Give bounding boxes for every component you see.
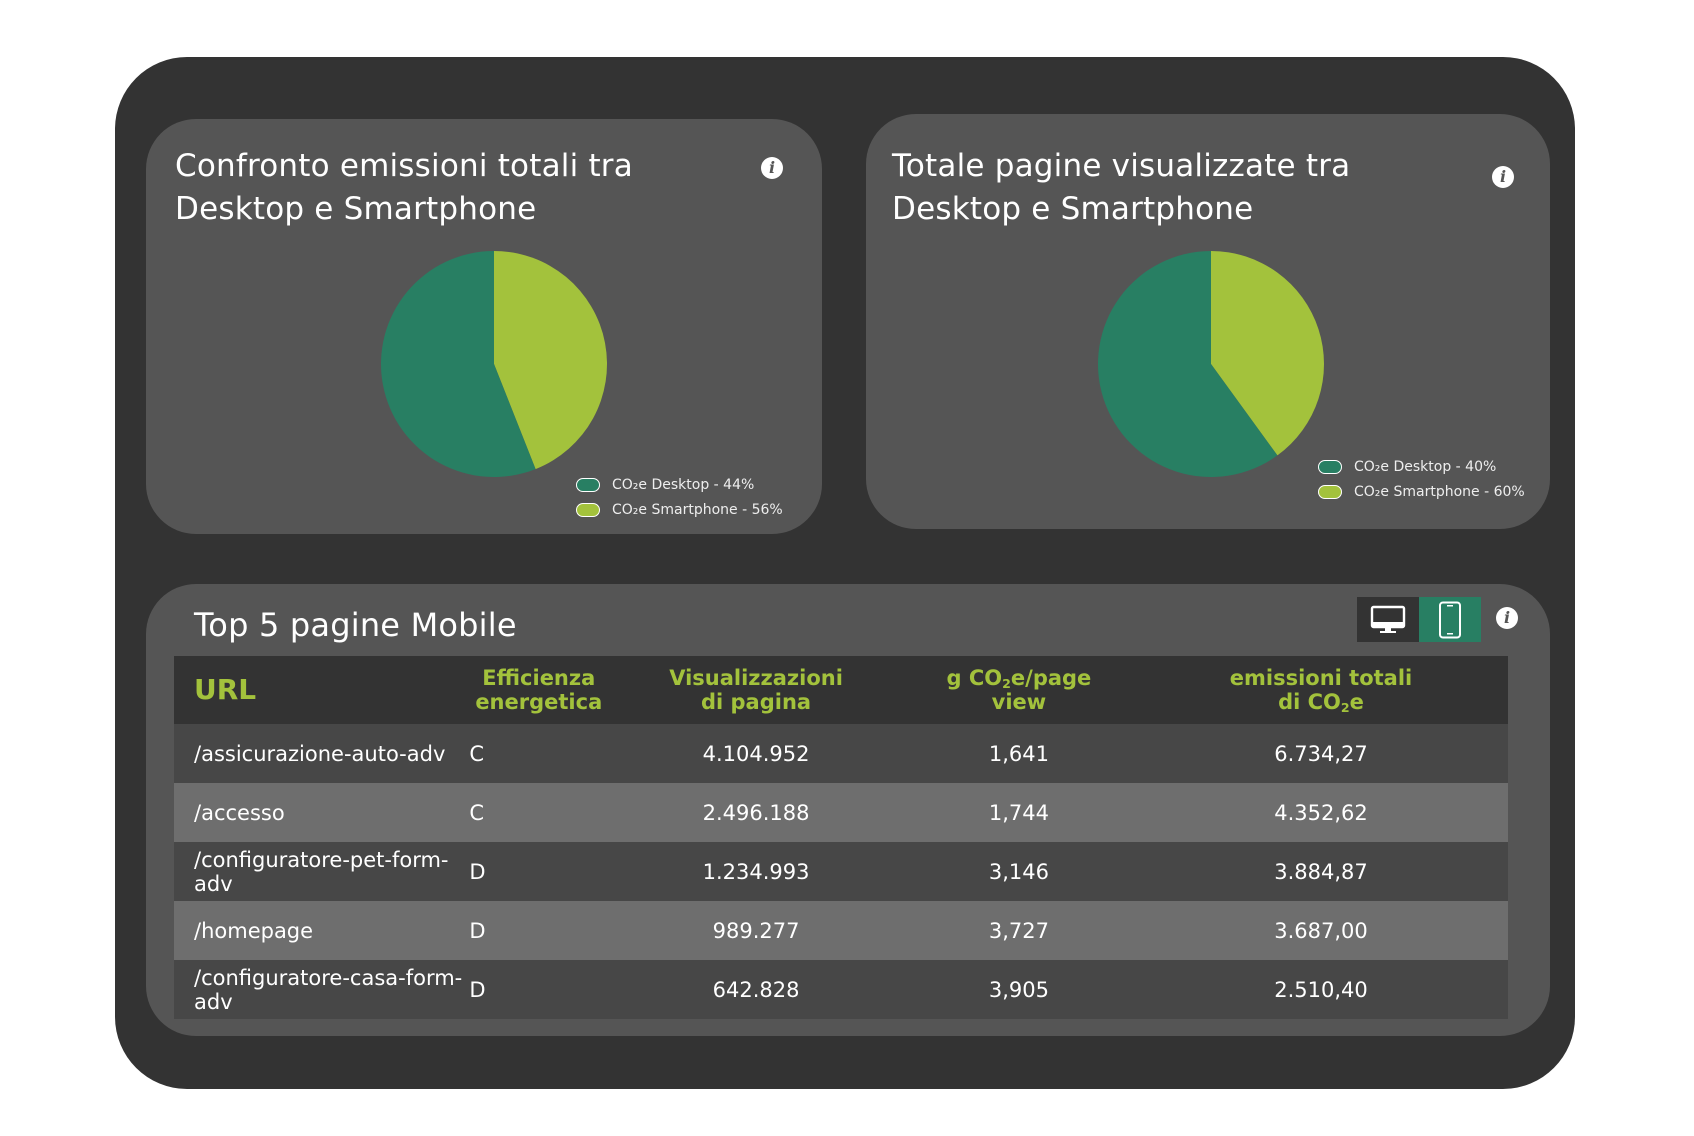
- cell-url: /configuratore-pet-form-adv: [174, 842, 470, 901]
- cell-efficiency: D: [469, 901, 609, 960]
- desktop-toggle-button[interactable]: [1357, 597, 1419, 642]
- cell-url: /configuratore-casa-form-adv: [174, 960, 470, 1019]
- legend-label: CO₂e Desktop - 44%: [612, 476, 755, 493]
- cell-g-per-view: 1,744: [903, 783, 1134, 842]
- cell-total: 4.352,62: [1134, 783, 1508, 842]
- pie-slice: [1211, 251, 1324, 456]
- cell-g-per-view: 1,641: [903, 724, 1134, 783]
- card-title: Confronto emissioni totali tra Desktop e…: [175, 148, 633, 227]
- header-g-co2-per-view[interactable]: g CO2e/page view: [903, 656, 1134, 724]
- legend-item: CO₂e Smartphone - 56%: [576, 497, 783, 522]
- legend-swatch: [576, 502, 600, 517]
- top-pages-table: URL Efficienza energetica Visualizzazioni…: [174, 656, 1508, 1019]
- cell-efficiency: D: [469, 842, 609, 901]
- emissions-comparison-card: Confronto emissioni totali tra Desktop e…: [146, 119, 822, 534]
- pie-slice: [1098, 251, 1278, 477]
- cell-total: 6.734,27: [1134, 724, 1508, 783]
- dashboard-frame: Confronto emissioni totali tra Desktop e…: [115, 57, 1575, 1089]
- cell-url: /accesso: [174, 783, 470, 842]
- pageviews-comparison-card: Totale pagine visualizzate tra Desktop e…: [866, 114, 1550, 529]
- card-title: Totale pagine visualizzate tra Desktop e…: [892, 148, 1351, 227]
- legend-label: CO₂e Desktop - 40%: [1354, 458, 1497, 475]
- table-header-row: URL Efficienza energetica Visualizzazioni…: [174, 656, 1508, 724]
- legend-label: CO₂e Smartphone - 60%: [1354, 483, 1525, 500]
- pageviews-pie-chart: [1098, 251, 1324, 477]
- pie-legend: CO₂e Desktop - 40% CO₂e Smartphone - 60%: [1318, 454, 1525, 504]
- legend-item: CO₂e Smartphone - 60%: [1318, 479, 1525, 504]
- header-efficiency[interactable]: Efficienza energetica: [469, 656, 609, 724]
- table-row[interactable]: /accesso C 2.496.188 1,744 4.352,62: [174, 783, 1508, 842]
- table-title: Top 5 pagine Mobile: [194, 606, 517, 644]
- header-total-emissions[interactable]: emissioni totali di CO2e: [1134, 656, 1508, 724]
- cell-views: 4.104.952: [608, 724, 904, 783]
- cell-efficiency: D: [469, 960, 609, 1019]
- legend-item: CO₂e Desktop - 40%: [1318, 454, 1525, 479]
- cell-url: /assicurazione-auto-adv: [174, 724, 470, 783]
- cell-g-per-view: 3,727: [903, 901, 1134, 960]
- info-icon[interactable]: i: [761, 157, 783, 179]
- cell-views: 989.277: [608, 901, 904, 960]
- header-page-views[interactable]: Visualizzazioni di pagina: [608, 656, 904, 724]
- table-row[interactable]: /configuratore-casa-form-adv D 642.828 3…: [174, 960, 1508, 1019]
- pie-legend: CO₂e Desktop - 44% CO₂e Smartphone - 56%: [576, 472, 783, 522]
- header-url[interactable]: URL: [174, 656, 470, 724]
- info-icon[interactable]: i: [1492, 166, 1514, 188]
- smartphone-icon: [1439, 601, 1461, 638]
- cell-g-per-view: 3,146: [903, 842, 1134, 901]
- legend-swatch: [1318, 459, 1342, 474]
- pie-slice: [494, 251, 607, 470]
- table-row[interactable]: /assicurazione-auto-adv C 4.104.952 1,64…: [174, 724, 1508, 783]
- cell-efficiency: C: [469, 724, 609, 783]
- cell-views: 2.496.188: [608, 783, 904, 842]
- legend-label: CO₂e Smartphone - 56%: [612, 501, 783, 518]
- mobile-toggle-button[interactable]: [1419, 597, 1481, 642]
- cell-views: 642.828: [608, 960, 904, 1019]
- legend-swatch: [1318, 484, 1342, 499]
- table-row[interactable]: /homepage D 989.277 3,727 3.687,00: [174, 901, 1508, 960]
- table-row[interactable]: /configuratore-pet-form-adv D 1.234.993 …: [174, 842, 1508, 901]
- cell-total: 3.687,00: [1134, 901, 1508, 960]
- monitor-icon: [1370, 605, 1406, 633]
- legend-item: CO₂e Desktop - 44%: [576, 472, 783, 497]
- legend-swatch: [576, 477, 600, 492]
- cell-views: 1.234.993: [608, 842, 904, 901]
- cell-total: 2.510,40: [1134, 960, 1508, 1019]
- info-icon[interactable]: i: [1496, 607, 1518, 629]
- cell-url: /homepage: [174, 901, 470, 960]
- emissions-pie-chart: [380, 251, 607, 477]
- cell-g-per-view: 3,905: [903, 960, 1134, 1019]
- cell-total: 3.884,87: [1134, 842, 1508, 901]
- pie-slice: [380, 251, 536, 477]
- cell-efficiency: C: [469, 783, 609, 842]
- top-pages-card: Top 5 pagine Mobile i URL: [146, 584, 1550, 1036]
